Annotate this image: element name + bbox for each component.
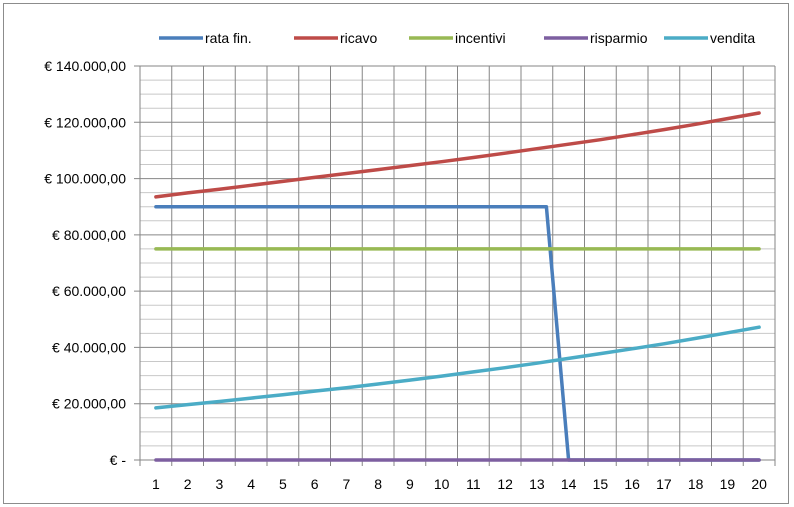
series-line-5 [154, 325, 761, 410]
x-tick-label: 4 [247, 476, 255, 492]
line-chart: € - € 20.000,00 € 40.000,00 € 60.000,00 € 80… [44, 30, 776, 492]
legend-label: risparmio [590, 30, 648, 46]
x-tick-label: 17 [656, 476, 672, 492]
x-tick-label: 11 [466, 476, 481, 492]
x-tick-label: 19 [720, 476, 736, 492]
x-tick-label: 7 [342, 476, 350, 492]
x-tick-label: 3 [215, 476, 223, 492]
y-axis-tick-labels: € - € 20.000,00 € 40.000,00 € 60.000,00 € 80… [44, 58, 126, 468]
legend: rata fin. ricavo incentivi risparmio vendita [159, 30, 755, 46]
x-tick-label: 15 [593, 476, 609, 492]
legend-label: vendita [710, 30, 755, 46]
legend-label: rata fin. [205, 30, 252, 46]
legend-label: incentivi [455, 30, 506, 46]
x-tick-label: 8 [374, 476, 382, 492]
y-tick-label: € 80.000,00 [52, 227, 126, 243]
chart-frame: € - € 20.000,00 € 40.000,00 € 60.000,00 € 80… [3, 3, 789, 504]
legend-label: ricavo [340, 30, 378, 46]
x-tick-label: 6 [311, 476, 319, 492]
x-tick-label: 2 [184, 476, 192, 492]
y-tick-label: € 100.000,00 [44, 171, 126, 187]
series-lines [154, 111, 761, 462]
x-tick-label: 18 [688, 476, 704, 492]
x-tick-label: 9 [406, 476, 414, 492]
x-tick-label: 1 [152, 476, 160, 492]
x-tick-label: 16 [624, 476, 640, 492]
y-tick-label: € 40.000,00 [52, 339, 126, 355]
series-line-2 [154, 111, 761, 199]
x-tick-label: 13 [529, 476, 545, 492]
y-tick-label: € - [110, 452, 127, 468]
x-tick-label: 12 [497, 476, 513, 492]
x-tick-label: 5 [279, 476, 287, 492]
x-tick-label: 20 [751, 476, 767, 492]
y-tick-label: € 60.000,00 [52, 283, 126, 299]
y-tick-label: € 20.000,00 [52, 396, 126, 412]
x-axis-tick-labels: 1 2 3 4 5 6 7 8 9 10 11 12 13 14 15 16 17 18 19 20 [152, 476, 767, 492]
y-tick-label: € 120.000,00 [44, 114, 126, 130]
x-tick-label: 10 [434, 476, 450, 492]
y-tick-label: € 140.000,00 [44, 58, 126, 74]
x-tick-label: 14 [561, 476, 577, 492]
